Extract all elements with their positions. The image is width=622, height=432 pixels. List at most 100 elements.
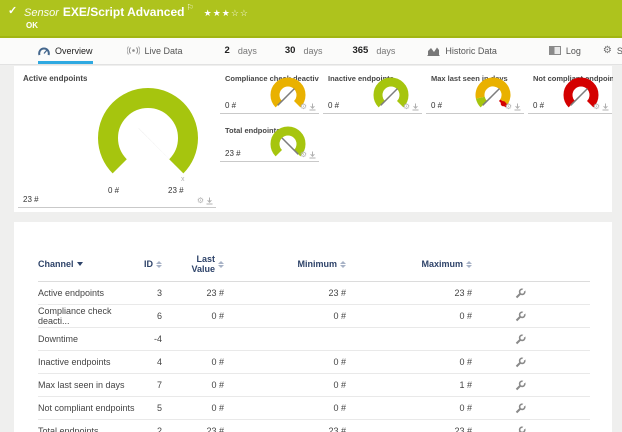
gauge-card-total-endpoints[interactable]: Total endpoints 23 # ⚙ (220, 122, 319, 162)
active-endpoints-gauge: x (98, 88, 198, 183)
table-row: Not compliant endpoints 5 0 # 0 # 0 # (38, 397, 590, 420)
channel-last-value: 23 # (206, 288, 224, 298)
channel-last-value: 23 # (206, 426, 224, 432)
channel-settings-wrench-icon[interactable] (515, 402, 526, 414)
gauge-value: 0 # (533, 101, 545, 110)
gauge-title: Total endpoints (225, 126, 281, 135)
pin-to-dashboard-icon[interactable] (412, 103, 419, 111)
channel-settings-wrench-icon[interactable] (515, 310, 526, 322)
channel-settings-wrench-icon[interactable] (515, 287, 526, 299)
channel-last-value: 0 # (211, 311, 224, 321)
gauge-card-inactive-endpoints[interactable]: Inactive endpoints 0 # ⚙ (323, 70, 422, 114)
sort-icon (466, 260, 472, 269)
gauge-card-active-endpoints[interactable]: Active endpoints x 0 # 23 # 23 # ⚙ (18, 70, 216, 208)
channel-last-value: 0 # (211, 357, 224, 367)
channel-minimum: 0 # (333, 357, 346, 367)
gauge-card-compliance-check[interactable]: Compliance check deactivated 0 # ⚙ (220, 70, 319, 114)
gauge-title: Compliance check deactivated (225, 74, 319, 83)
channel-name-link[interactable]: Total endpoints (38, 426, 99, 432)
channel-settings-wrench-icon[interactable] (515, 356, 526, 368)
gauge-settings-gear-icon[interactable]: ⚙ (299, 150, 307, 159)
gauge-max-label: 23 # (168, 186, 184, 195)
priority-stars-filled[interactable]: ★★★ (203, 8, 231, 18)
gauge-value: 23 # (225, 149, 241, 158)
channel-name-link[interactable]: Max last seen in days (38, 380, 125, 390)
table-row: Inactive endpoints 4 0 # 0 # 0 # (38, 351, 590, 374)
tab-settings[interactable]: ⚙ Settings (602, 44, 622, 56)
channel-id: 4 (156, 357, 162, 367)
gauge-settings-gear-icon[interactable]: ⚙ (299, 102, 307, 111)
compliance-gauge (270, 77, 306, 108)
column-header-id[interactable]: ID (138, 259, 162, 270)
channel-minimum: 23 # (328, 426, 346, 432)
channel-name-link[interactable]: Downtime (38, 334, 79, 344)
channel-id: 3 (156, 288, 162, 298)
gauges-section: Active endpoints x 0 # 23 # 23 # ⚙ Compl… (14, 66, 613, 212)
status-badge: OK (26, 21, 38, 30)
tab-2-days[interactable]: 2 days (224, 45, 257, 56)
channel-settings-wrench-icon[interactable] (515, 379, 526, 391)
gauge-icon (38, 47, 50, 55)
channel-minimum: 23 # (328, 288, 346, 298)
gauge-title: Max last seen in days (431, 74, 508, 83)
gauge-value: 0 # (328, 101, 340, 110)
log-icon (548, 46, 561, 55)
tab-historic-data[interactable]: Historic Data (427, 38, 497, 64)
pin-to-dashboard-icon[interactable] (309, 151, 316, 159)
priority-stars-empty[interactable]: ☆☆ (230, 8, 249, 18)
gauge-title: Inactive endpoints (328, 74, 394, 83)
sort-icon (218, 260, 224, 269)
gauge-settings-gear-icon[interactable]: ⚙ (402, 102, 410, 111)
not-compliant-gauge (563, 77, 599, 108)
pin-to-dashboard-icon[interactable] (602, 103, 609, 111)
channel-settings-wrench-icon[interactable] (515, 425, 526, 432)
column-header-minimum[interactable]: Minimum (224, 259, 346, 270)
table-row: Total endpoints 2 23 # 23 # 23 # (38, 420, 590, 432)
column-header-maximum[interactable]: Maximum (346, 259, 472, 270)
tab-365-days[interactable]: 365 days (352, 45, 396, 56)
gauge-card-max-last-seen[interactable]: Max last seen in days 0 # ⚙ (426, 70, 524, 114)
column-header-channel[interactable]: Channel (38, 259, 138, 270)
gauge-settings-gear-icon[interactable]: ⚙ (196, 196, 204, 205)
channel-settings-wrench-icon[interactable] (515, 333, 526, 345)
gauge-value: 0 # (225, 101, 237, 110)
tab-30-days[interactable]: 30 days (284, 45, 323, 56)
channel-maximum: 0 # (459, 357, 472, 367)
tab-overview[interactable]: Overview (38, 38, 93, 64)
tab-live-data[interactable]: Live Data (126, 38, 183, 64)
channel-name-link[interactable]: Inactive endpoints (38, 357, 111, 367)
channel-last-value: 0 # (211, 403, 224, 413)
channel-name-link[interactable]: Compliance check deacti... (38, 306, 112, 326)
channel-maximum: 0 # (459, 403, 472, 413)
table-row: Downtime -4 (38, 328, 590, 351)
channel-minimum: 0 # (333, 403, 346, 413)
table-row: Max last seen in days 7 0 # 0 # 1 # (38, 374, 590, 397)
channel-maximum: 1 # (459, 380, 472, 390)
channel-maximum: 0 # (459, 311, 472, 321)
gauge-value: 23 # (23, 195, 39, 204)
channel-id: 2 (156, 426, 162, 432)
pin-to-dashboard-icon[interactable] (514, 103, 521, 111)
gear-icon: ⚙ (602, 44, 612, 56)
channel-maximum: 23 # (454, 288, 472, 298)
table-row: Active endpoints 3 23 # 23 # 23 # (38, 282, 590, 305)
channel-name-link[interactable]: Active endpoints (38, 288, 105, 298)
channel-id: 7 (156, 380, 162, 390)
pin-to-dashboard-icon[interactable] (309, 103, 316, 111)
gauge-value: 0 # (431, 101, 443, 110)
sort-descending-icon (76, 262, 83, 267)
channel-id: -4 (153, 334, 162, 344)
channel-name-link[interactable]: Not compliant endpoints (38, 403, 135, 413)
max-last-seen-gauge (475, 77, 511, 108)
gauge-settings-gear-icon[interactable]: ⚙ (592, 102, 600, 111)
gauge-settings-gear-icon[interactable]: ⚙ (504, 102, 512, 111)
gauge-card-not-compliant[interactable]: Not compliant endpoints 0 # ⚙ (528, 70, 613, 114)
chart-icon (427, 47, 440, 56)
column-header-last-value[interactable]: Last Value (162, 254, 224, 275)
tab-log[interactable]: Log (548, 38, 581, 64)
pin-to-dashboard-icon[interactable] (206, 197, 213, 205)
total-endpoints-gauge (270, 126, 306, 157)
gauge-title: Active endpoints (23, 74, 88, 83)
object-type-label: Sensor (24, 7, 59, 19)
live-signal-icon (126, 46, 140, 55)
